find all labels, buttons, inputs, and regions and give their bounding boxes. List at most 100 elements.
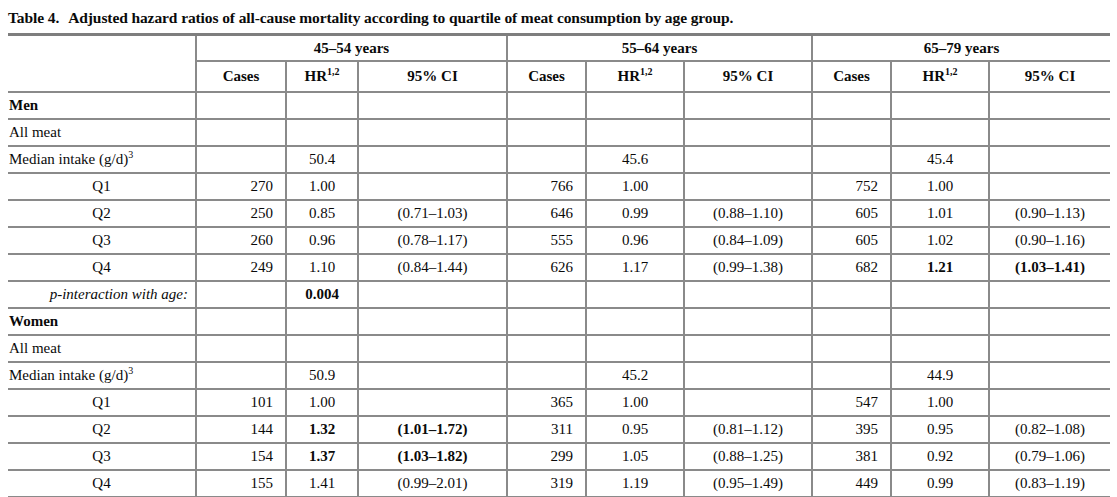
cases-cell [507,281,586,308]
cases-cell [507,362,586,389]
ci-cell: (0.71–1.03) [358,200,507,227]
table-row: Men [8,92,1110,119]
table-row: Q31541.37(1.03–1.82)2991.05(0.88–1.25)38… [8,443,1110,470]
ci-cell [684,146,812,173]
cases-cell [812,92,891,119]
ci-cell [358,389,507,416]
cases-cell [507,335,586,362]
row-label: All meat [8,119,196,146]
ci-cell [684,389,812,416]
cases-cell: 260 [196,227,286,254]
cases-cell: 249 [196,254,286,281]
row-label: Men [8,92,196,119]
hr-cell [286,92,358,119]
table-row: Women [8,308,1110,335]
hr-header: HR1,2 [286,61,358,92]
hr-cell: 1.32 [286,416,358,443]
hr-cell: 1.41 [286,470,358,497]
hr-cell: 1.10 [286,254,358,281]
hazard-ratio-table: 45–54 years55–64 years65–79 yearsCasesHR… [8,33,1110,497]
cases-cell: 144 [196,416,286,443]
cases-cell: 250 [196,200,286,227]
cases-cell [507,146,586,173]
hr-cell: 1.21 [891,254,989,281]
cases-cell [196,281,286,308]
ci-cell [684,281,812,308]
hr-cell: 44.9 [891,362,989,389]
cases-header: Cases [196,61,286,92]
cases-cell [812,308,891,335]
cases-cell [196,362,286,389]
cases-header: Cases [812,61,891,92]
hr-cell: 1.00 [586,173,684,200]
cases-cell [196,92,286,119]
hr-cell [286,119,358,146]
cases-cell: 605 [812,227,891,254]
hr-cell: 1.19 [586,470,684,497]
row-label: Women [8,308,196,335]
hr-cell: 1.00 [891,389,989,416]
ci-cell [684,362,812,389]
cases-cell [196,335,286,362]
ci-cell [989,146,1110,173]
age-group-header: 55–64 years [507,35,812,62]
row-label: Q4 [8,470,196,497]
hr-cell: 0.004 [286,281,358,308]
hr-cell: 1.05 [586,443,684,470]
ci-cell [358,335,507,362]
hr-cell [586,281,684,308]
cases-cell [196,119,286,146]
hr-cell [586,308,684,335]
table-row: Q12701.007661.007521.00 [8,173,1110,200]
table-row: Median intake (g/d)350.945.244.9 [8,362,1110,389]
hr-cell: 1.00 [891,173,989,200]
table-row: All meat [8,119,1110,146]
ci-header: 95% CI [684,61,812,92]
ci-cell: (0.84–1.09) [684,227,812,254]
hr-cell: 1.17 [586,254,684,281]
cases-cell [812,335,891,362]
ci-cell [989,92,1110,119]
ci-cell: (0.84–1.44) [358,254,507,281]
header-row-groups: 45–54 years55–64 years65–79 years [8,35,1110,62]
cases-cell: 381 [812,443,891,470]
hr-cell: 0.95 [586,416,684,443]
hr-cell: 1.00 [586,389,684,416]
hr-cell: 1.01 [891,200,989,227]
row-label: Q2 [8,200,196,227]
hr-cell [891,335,989,362]
cases-cell [507,119,586,146]
cases-cell: 365 [507,389,586,416]
hr-cell [891,308,989,335]
ci-cell [989,335,1110,362]
ci-cell [684,335,812,362]
cases-cell: 449 [812,470,891,497]
table-row: All meat [8,335,1110,362]
cases-cell: 626 [507,254,586,281]
hr-cell: 50.9 [286,362,358,389]
cases-cell: 101 [196,389,286,416]
ci-cell: (0.79–1.06) [989,443,1110,470]
table-number: Table 4. [8,9,59,26]
hr-cell: 0.85 [286,200,358,227]
row-label: Q2 [8,416,196,443]
hr-cell [286,335,358,362]
cases-cell: 155 [196,470,286,497]
ci-cell: (0.82–1.08) [989,416,1110,443]
age-group-header: 45–54 years [196,35,507,62]
ci-cell [684,308,812,335]
ci-cell [358,119,507,146]
table-row: Q11011.003651.005471.00 [8,389,1110,416]
ci-cell: (0.78–1.17) [358,227,507,254]
cases-cell: 646 [507,200,586,227]
ci-header: 95% CI [989,61,1110,92]
ci-cell: (1.01–1.72) [358,416,507,443]
table-row: Q22500.85(0.71–1.03)6460.99(0.88–1.10)60… [8,200,1110,227]
ci-cell [358,173,507,200]
row-label: Q3 [8,227,196,254]
row-label: Q3 [8,443,196,470]
hr-cell [891,281,989,308]
cases-header: Cases [507,61,586,92]
hr-cell: 0.96 [286,227,358,254]
cases-cell [812,119,891,146]
